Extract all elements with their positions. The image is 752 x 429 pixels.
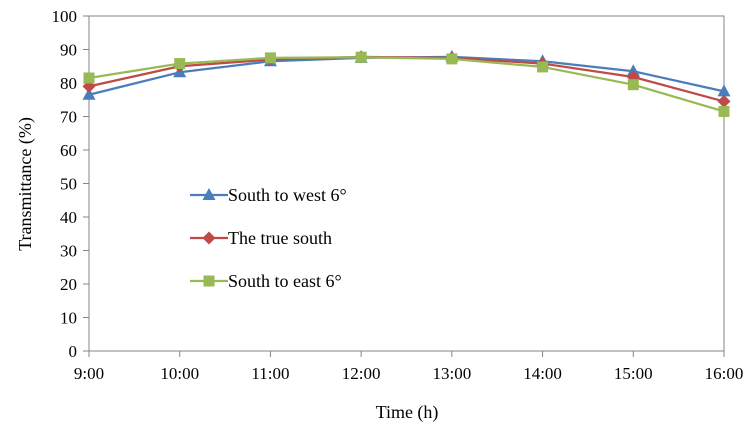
x-tick-label: 14:00	[523, 364, 562, 383]
legend-marker-3	[203, 275, 215, 287]
y-tick-label: 100	[52, 7, 78, 26]
y-tick-label: 60	[60, 141, 77, 160]
x-tick-label: 9:00	[74, 364, 104, 383]
data-point-series-3	[264, 52, 276, 64]
data-point-series-3	[537, 61, 549, 73]
y-tick-label: 40	[60, 208, 77, 227]
x-tick-label: 11:00	[251, 364, 289, 383]
data-point-series-3	[718, 105, 730, 117]
y-tick-label: 10	[60, 309, 77, 328]
legend-marker-2	[202, 231, 216, 245]
data-point-series-3	[355, 51, 367, 63]
x-tick-label: 10:00	[160, 364, 199, 383]
y-tick-label: 30	[60, 242, 77, 261]
y-tick-label: 0	[69, 342, 78, 361]
x-tick-label: 16:00	[705, 364, 744, 383]
x-tick-label: 15:00	[614, 364, 653, 383]
y-tick-label: 80	[60, 74, 77, 93]
data-point-series-3	[446, 53, 458, 65]
legend-label-1: South to west 6°	[228, 185, 347, 205]
data-point-series-1	[626, 64, 640, 77]
y-tick-label: 70	[60, 108, 77, 127]
y-tick-label: 90	[60, 41, 77, 60]
x-tick-label: 13:00	[432, 364, 471, 383]
data-point-series-3	[83, 72, 95, 84]
data-point-series-1	[82, 87, 96, 100]
data-point-series-1	[717, 84, 731, 97]
data-point-series-2	[717, 94, 731, 108]
data-point-series-3	[174, 58, 186, 70]
series-line-3	[88, 56, 725, 113]
y-tick-label: 20	[60, 275, 77, 294]
x-axis-title: Time (h)	[376, 402, 439, 423]
x-tick-label: 12:00	[342, 364, 381, 383]
legend-marker-1	[202, 188, 216, 200]
legend-label-3: South to east 6°	[228, 271, 342, 291]
y-axis-title: Transmittance (%)	[15, 117, 36, 251]
legend-label-2: The true south	[228, 228, 332, 248]
y-tick-label: 50	[60, 175, 77, 194]
data-point-series-3	[627, 79, 639, 91]
